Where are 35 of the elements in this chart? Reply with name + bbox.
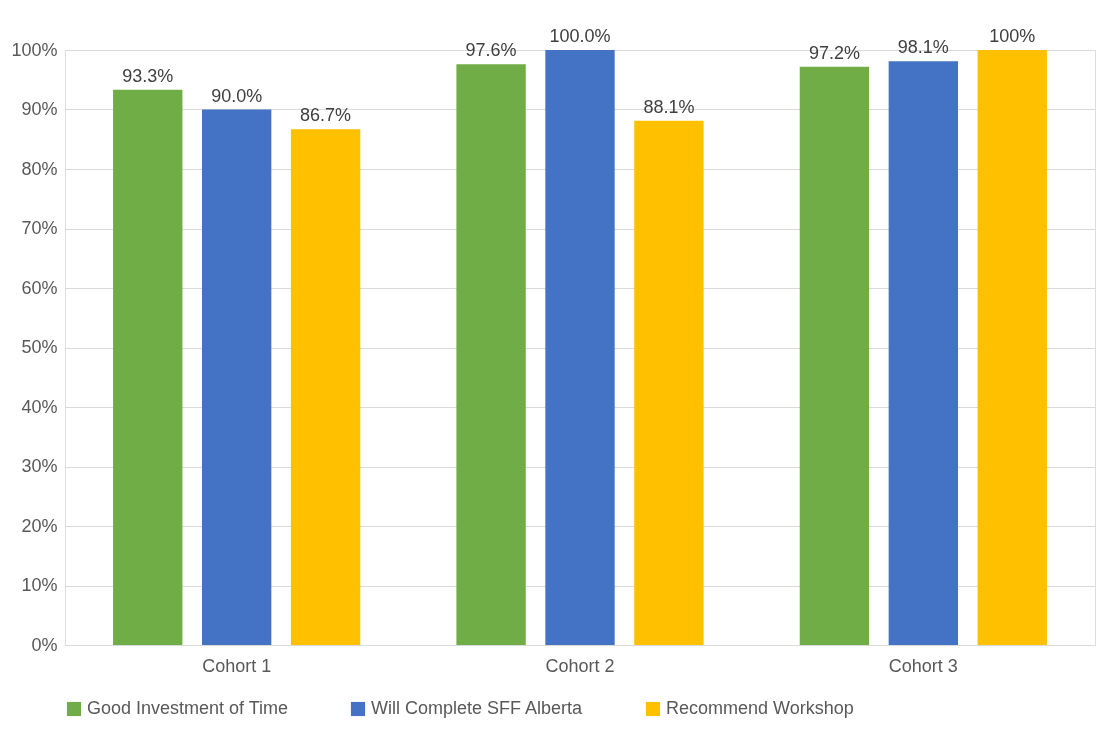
legend-label: Good Investment of Time bbox=[87, 698, 289, 718]
bar bbox=[634, 120, 704, 645]
y-tick-label: 60% bbox=[21, 277, 58, 298]
y-tick-label: 20% bbox=[21, 515, 58, 536]
x-tick-label: Cohort 1 bbox=[202, 655, 272, 676]
bar bbox=[799, 66, 870, 645]
data-label: 93.3% bbox=[122, 65, 174, 86]
data-label: 100.0% bbox=[549, 26, 611, 46]
y-tick-label: 80% bbox=[21, 158, 58, 179]
data-label: 86.7% bbox=[300, 105, 352, 126]
data-label: 97.6% bbox=[465, 40, 517, 61]
y-tick-label: 40% bbox=[21, 396, 58, 417]
legend-label: Will Complete SFF Alberta bbox=[371, 698, 584, 718]
legend-label: Recommend Workshop bbox=[666, 698, 854, 718]
bar bbox=[113, 89, 183, 645]
y-tick-label: 100% bbox=[11, 39, 58, 60]
bar bbox=[888, 61, 959, 645]
bar bbox=[201, 109, 272, 645]
x-tick-label: Cohort 3 bbox=[888, 655, 958, 676]
data-label: 98.1% bbox=[897, 37, 949, 58]
data-label: 100% bbox=[989, 26, 1036, 46]
x-tick-label: Cohort 2 bbox=[545, 655, 615, 676]
bar bbox=[977, 50, 1047, 645]
y-tick-label: 0% bbox=[31, 634, 58, 655]
y-tick-label: 50% bbox=[21, 337, 58, 357]
y-tick-label: 30% bbox=[21, 456, 58, 476]
bar bbox=[290, 129, 361, 645]
data-label: 90.0% bbox=[211, 85, 263, 106]
data-label: 88.1% bbox=[643, 96, 695, 117]
y-tick-label: 70% bbox=[21, 218, 58, 238]
y-tick-label: 10% bbox=[21, 575, 58, 595]
bar bbox=[545, 50, 615, 645]
data-label: 97.2% bbox=[808, 42, 860, 63]
y-tick-label: 90% bbox=[21, 99, 58, 119]
bar bbox=[456, 64, 526, 645]
